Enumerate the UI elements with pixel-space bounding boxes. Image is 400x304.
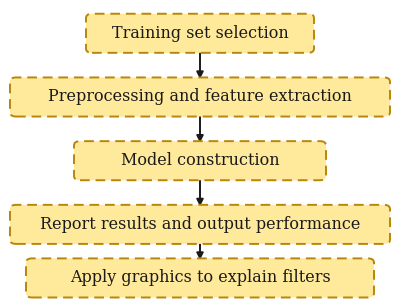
- FancyBboxPatch shape: [74, 141, 326, 180]
- Text: Training set selection: Training set selection: [112, 25, 288, 42]
- Text: Apply graphics to explain filters: Apply graphics to explain filters: [70, 269, 330, 286]
- FancyBboxPatch shape: [86, 14, 314, 53]
- FancyBboxPatch shape: [26, 258, 374, 298]
- FancyBboxPatch shape: [10, 78, 390, 116]
- FancyBboxPatch shape: [10, 205, 390, 244]
- Text: Report results and output performance: Report results and output performance: [40, 216, 360, 233]
- Text: Preprocessing and feature extraction: Preprocessing and feature extraction: [48, 88, 352, 105]
- Text: Model construction: Model construction: [121, 152, 279, 169]
